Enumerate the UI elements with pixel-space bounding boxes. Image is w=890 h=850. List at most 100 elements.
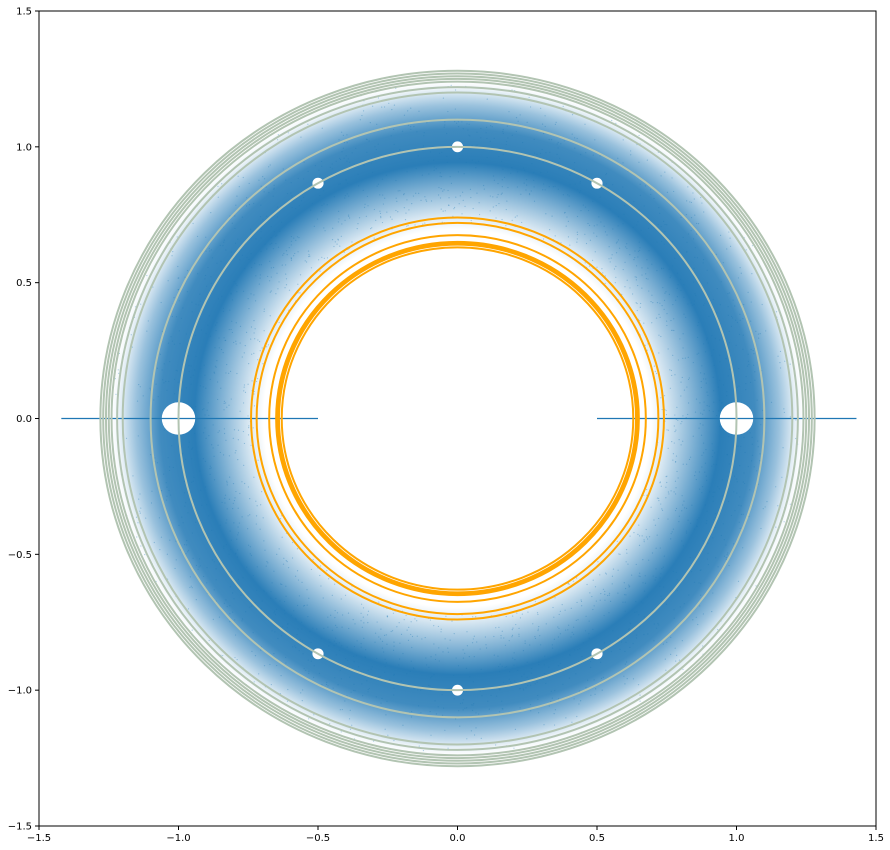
data-point xyxy=(150,454,152,456)
data-point xyxy=(156,462,159,464)
data-point xyxy=(570,172,572,174)
data-point xyxy=(696,257,698,259)
data-point xyxy=(755,330,757,332)
data-point xyxy=(421,174,424,176)
data-point xyxy=(660,335,662,338)
data-point xyxy=(347,612,350,614)
data-point xyxy=(273,612,275,614)
data-point xyxy=(617,157,619,159)
data-point xyxy=(214,365,216,367)
data-point xyxy=(472,681,474,683)
data-point xyxy=(270,267,272,269)
data-point xyxy=(217,298,219,300)
data-point xyxy=(498,671,501,673)
data-point xyxy=(155,383,157,385)
data-point xyxy=(339,245,341,247)
data-point xyxy=(660,397,662,399)
data-point xyxy=(281,583,283,586)
data-point xyxy=(669,369,671,371)
data-point xyxy=(504,666,506,668)
data-point xyxy=(391,218,393,220)
data-point xyxy=(313,676,315,678)
data-point xyxy=(522,650,525,652)
data-point xyxy=(795,437,797,440)
data-point xyxy=(216,322,218,324)
data-point xyxy=(267,562,269,564)
data-point xyxy=(737,277,740,279)
data-point xyxy=(702,413,704,415)
data-point xyxy=(470,196,472,199)
data-point xyxy=(624,663,626,665)
data-point xyxy=(377,143,379,145)
data-point xyxy=(630,154,632,156)
data-point xyxy=(502,130,504,133)
data-point xyxy=(502,153,504,156)
data-point xyxy=(783,521,785,523)
data-point xyxy=(283,600,286,603)
data-point xyxy=(215,329,217,332)
data-point xyxy=(653,640,655,642)
data-point xyxy=(184,505,186,507)
data-point xyxy=(593,605,595,607)
data-point xyxy=(635,302,637,304)
data-point xyxy=(782,447,784,449)
data-point xyxy=(422,749,425,752)
data-point xyxy=(215,579,217,581)
data-point xyxy=(226,519,228,521)
data-point xyxy=(361,626,363,628)
data-point xyxy=(714,513,717,515)
data-point xyxy=(291,541,294,544)
data-point xyxy=(185,502,187,504)
data-point xyxy=(537,613,539,616)
data-point xyxy=(625,561,627,563)
data-point xyxy=(154,457,156,459)
data-point xyxy=(555,121,557,123)
data-point xyxy=(269,663,271,666)
data-point xyxy=(319,174,321,176)
data-point xyxy=(707,563,710,566)
data-point xyxy=(316,628,318,630)
data-point xyxy=(428,173,430,175)
data-point xyxy=(251,380,253,382)
data-point xyxy=(652,302,654,304)
data-point xyxy=(756,470,758,472)
data-point xyxy=(604,599,606,601)
data-point xyxy=(497,655,499,657)
data-point xyxy=(711,456,714,458)
data-point xyxy=(454,718,457,720)
data-point xyxy=(646,259,648,261)
data-point xyxy=(638,161,640,163)
data-point xyxy=(651,322,653,324)
data-point xyxy=(305,669,307,671)
data-point xyxy=(264,243,266,245)
data-point xyxy=(531,162,533,165)
data-point xyxy=(368,140,370,142)
data-point xyxy=(381,178,384,180)
data-point xyxy=(162,379,164,381)
data-point xyxy=(638,524,640,526)
data-point xyxy=(462,657,465,659)
data-point xyxy=(331,594,333,597)
data-point xyxy=(208,247,210,249)
data-point xyxy=(596,266,598,268)
data-point xyxy=(543,664,545,666)
data-point xyxy=(235,552,237,554)
data-point xyxy=(344,219,346,221)
data-point xyxy=(626,552,628,554)
data-point xyxy=(224,494,227,496)
data-point xyxy=(393,673,395,675)
data-point xyxy=(226,606,228,608)
data-point xyxy=(690,571,693,573)
data-point xyxy=(655,547,657,549)
data-point xyxy=(249,553,251,555)
data-point xyxy=(578,703,580,705)
data-point xyxy=(210,212,212,214)
data-point xyxy=(283,252,285,255)
data-point xyxy=(442,190,444,192)
data-point xyxy=(492,206,494,208)
data-point xyxy=(751,454,754,456)
data-point xyxy=(341,645,343,647)
data-point xyxy=(579,191,581,194)
data-point xyxy=(700,569,702,571)
data-point xyxy=(685,530,688,532)
